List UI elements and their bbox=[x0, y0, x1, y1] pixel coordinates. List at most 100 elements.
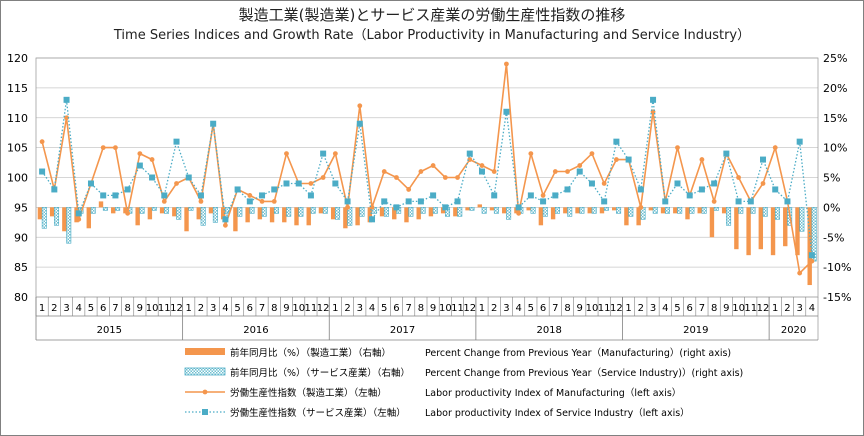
x-tick-label: 7 bbox=[552, 303, 558, 314]
bar-manufacturing bbox=[196, 207, 201, 220]
x-tick-label: 4 bbox=[222, 303, 228, 314]
x-tick-label: 10 bbox=[292, 303, 305, 314]
point-manufacturing bbox=[528, 151, 534, 157]
x-tick-label: 4 bbox=[515, 303, 521, 314]
point-service bbox=[307, 192, 314, 199]
bar-service bbox=[701, 207, 707, 214]
x-tick-label: 9 bbox=[430, 303, 436, 314]
legend-label-en: Percent Change from Previous Year（Manufa… bbox=[425, 347, 731, 359]
x-tick-label: 11 bbox=[451, 303, 464, 314]
bar-manufacturing bbox=[355, 207, 360, 226]
bar-service bbox=[664, 207, 670, 214]
y-right-tick-label: 5% bbox=[823, 172, 840, 185]
x-tick-label: 3 bbox=[796, 303, 802, 314]
bar-service bbox=[738, 207, 744, 214]
bar-service bbox=[628, 207, 634, 217]
x-tick-label: 11 bbox=[158, 303, 171, 314]
bar-manufacturing bbox=[624, 207, 629, 226]
x-tick-label: 10 bbox=[146, 303, 159, 314]
x-tick-label: 9 bbox=[577, 303, 583, 314]
bar-manufacturing bbox=[477, 204, 482, 208]
point-service bbox=[39, 168, 46, 175]
legend-label-jp: 前年同月比（%）（サービス産業）（右軸） bbox=[230, 367, 410, 379]
bar-manufacturing bbox=[367, 207, 373, 223]
point-service bbox=[625, 156, 632, 163]
point-manufacturing bbox=[247, 193, 253, 198]
line-service bbox=[41, 99, 813, 256]
point-service bbox=[723, 150, 730, 157]
x-tick-label: 2 bbox=[344, 303, 350, 314]
bar-manufacturing bbox=[697, 207, 702, 214]
point-manufacturing bbox=[565, 169, 570, 174]
legend-label-jp: 前年同月比（%）（製造工業）（右軸） bbox=[230, 347, 391, 359]
bar-service bbox=[481, 207, 487, 214]
bar-service bbox=[530, 207, 536, 214]
point-service bbox=[173, 138, 180, 145]
x-tick-label: 9 bbox=[283, 303, 289, 314]
bar-service bbox=[579, 207, 585, 214]
point-service bbox=[381, 198, 388, 205]
point-service bbox=[417, 198, 424, 205]
x-tick-label: 2 bbox=[638, 303, 644, 314]
point-service bbox=[808, 252, 815, 259]
point-service bbox=[540, 198, 547, 205]
x-tick-label: 8 bbox=[271, 303, 277, 314]
point-service bbox=[112, 192, 119, 199]
point-service bbox=[478, 168, 485, 175]
year-label: 2018 bbox=[536, 325, 561, 336]
bar-service bbox=[359, 207, 365, 217]
bar-manufacturing bbox=[147, 207, 153, 220]
point-manufacturing bbox=[394, 175, 399, 180]
bar-manufacturing bbox=[783, 207, 788, 247]
point-service bbox=[149, 174, 156, 181]
bar-service bbox=[66, 207, 72, 244]
bar-service bbox=[176, 207, 182, 220]
point-manufacturing bbox=[516, 210, 522, 216]
point-manufacturing bbox=[320, 175, 326, 180]
point-manufacturing bbox=[381, 169, 387, 174]
bar-manufacturing bbox=[660, 207, 666, 214]
x-tick-label: 4 bbox=[662, 303, 668, 314]
bar-manufacturing bbox=[795, 207, 800, 256]
point-service bbox=[552, 192, 559, 199]
x-tick-label: 9 bbox=[137, 303, 143, 314]
point-service bbox=[454, 198, 461, 205]
bar-manufacturing bbox=[135, 207, 140, 226]
x-tick-label: 3 bbox=[503, 303, 509, 314]
bar-manufacturing bbox=[306, 207, 311, 226]
legend-label-jp: 労働生産性指数（製造工業）（左軸） bbox=[230, 387, 387, 399]
bar-service bbox=[347, 207, 353, 226]
bar-service bbox=[408, 207, 414, 217]
bar-service bbox=[420, 207, 426, 214]
point-service bbox=[185, 174, 192, 181]
x-tick-label: 4 bbox=[369, 303, 375, 314]
x-tick-label: 1 bbox=[332, 303, 338, 314]
point-service bbox=[527, 192, 534, 199]
bar-service bbox=[335, 207, 341, 220]
bar-manufacturing bbox=[37, 207, 43, 220]
bar-manufacturing bbox=[184, 207, 189, 232]
point-manufacturing bbox=[601, 181, 607, 186]
bar-service bbox=[298, 207, 304, 217]
bar-service bbox=[249, 207, 255, 214]
point-manufacturing bbox=[76, 216, 82, 222]
line-series bbox=[39, 61, 815, 276]
point-service bbox=[637, 186, 644, 193]
y-left-tick-label: 95 bbox=[14, 201, 28, 214]
bar-manufacturing bbox=[758, 207, 764, 250]
line-manufacturing bbox=[41, 63, 813, 275]
bar-service bbox=[603, 207, 609, 211]
x-tick-label: 1 bbox=[186, 303, 192, 314]
point-service bbox=[283, 180, 290, 187]
x-tick-label: 7 bbox=[259, 303, 265, 314]
point-service bbox=[75, 210, 82, 217]
point-manufacturing bbox=[491, 169, 497, 174]
legend-label-en: Percent Change from Previous Year（Servic… bbox=[425, 367, 743, 379]
x-tick-label: 12 bbox=[317, 303, 330, 314]
point-manufacturing bbox=[345, 204, 350, 210]
bar-manufacturing bbox=[563, 207, 568, 214]
bar-manufacturing bbox=[257, 207, 263, 220]
bar-manufacturing bbox=[208, 207, 214, 214]
x-tick-label: 8 bbox=[124, 303, 130, 314]
bar-manufacturing bbox=[343, 207, 348, 229]
